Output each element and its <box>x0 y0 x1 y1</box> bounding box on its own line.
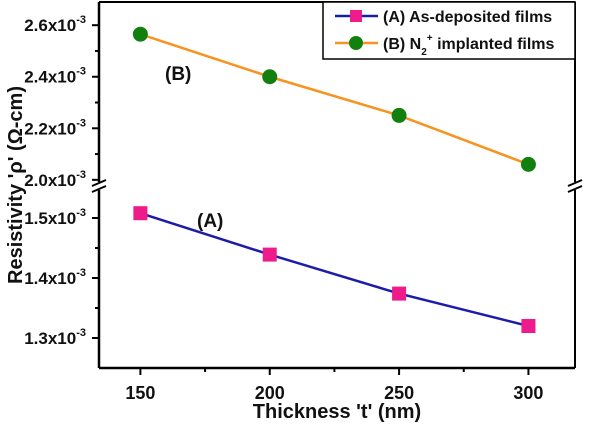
legend-marker-b <box>349 36 363 50</box>
data-point-circle <box>520 156 536 172</box>
y-tick-label: 2.2x10-3 <box>24 117 86 138</box>
x-tick-label: 250 <box>384 383 414 403</box>
data-point-square <box>133 206 148 221</box>
legend <box>322 1 576 60</box>
data-point-circle <box>132 26 148 42</box>
legend-label-a: (A) As-deposited films <box>383 9 552 26</box>
legend-label-b: (B) N2+ implanted films <box>383 33 555 58</box>
data-point-circle <box>391 107 407 123</box>
axis-break-mark <box>567 179 583 187</box>
x-axis-label: Thickness 't' (nm) <box>253 401 421 423</box>
data-point-square <box>262 247 277 262</box>
data-point-square <box>521 319 536 333</box>
y-tick-label: 1.4x10-3 <box>24 267 86 288</box>
y-tick-label: 1.3x10-3 <box>24 327 86 348</box>
series-line <box>140 212 529 328</box>
legend-marker-a <box>350 10 362 22</box>
x-tick-label: 150 <box>125 383 155 403</box>
axis-break-mark <box>91 179 107 187</box>
y-tick-label: 2.6x10-3 <box>24 14 86 35</box>
axis-break-mark <box>567 185 583 193</box>
y-tick-label: 2.0x10-3 <box>24 169 86 190</box>
y-tick-label: 2.4x10-3 <box>24 66 86 87</box>
annotation-b: (B) <box>165 64 191 85</box>
data-point-circle <box>262 69 278 85</box>
annotation-a: (A) <box>197 211 223 232</box>
x-tick-label: 300 <box>513 383 543 403</box>
data-point-square <box>392 286 407 301</box>
series-line <box>140 33 529 166</box>
y-axis-label: Resistivity 'ρ' (Ω-cm) <box>5 86 27 284</box>
y-tick-label: 1.5x10-3 <box>24 207 86 228</box>
axis-break-mark <box>91 185 107 193</box>
x-tick-label: 200 <box>255 383 285 403</box>
